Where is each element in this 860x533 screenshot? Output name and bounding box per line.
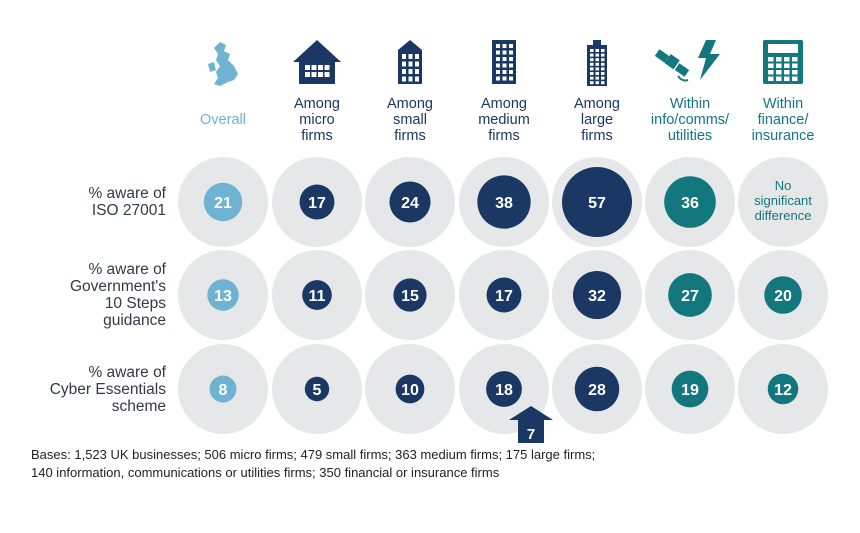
value-bubble xyxy=(203,182,243,222)
value-bubble xyxy=(207,279,239,311)
value-bubble xyxy=(486,371,522,407)
medium-building-icon xyxy=(492,40,516,84)
value-label: 21 xyxy=(214,195,232,212)
satellite-lightning-icon xyxy=(654,40,720,82)
value-label: 11 xyxy=(309,288,326,305)
calculator-icon xyxy=(763,40,803,84)
value-label: 24 xyxy=(401,195,419,212)
bg-circle xyxy=(738,157,828,247)
value-label: 36 xyxy=(681,195,699,212)
column-label: Among micro firms xyxy=(294,96,340,144)
value-bubble xyxy=(671,370,709,408)
no-difference-label: No significant difference xyxy=(754,178,812,223)
column-label: Overall xyxy=(200,112,246,128)
value-bubble xyxy=(389,181,431,223)
row-label: % aware of ISO 27001 xyxy=(88,185,166,219)
value-bubble xyxy=(664,176,716,228)
value-bubble xyxy=(395,374,425,404)
column-label: Among medium firms xyxy=(478,96,530,144)
value-label: 28 xyxy=(588,382,606,399)
annotation-label: 7 xyxy=(527,426,535,443)
column-label: Among small firms xyxy=(387,96,433,144)
value-bubble xyxy=(767,373,799,405)
value-bubble xyxy=(304,376,330,402)
column-label: Among large firms xyxy=(574,96,620,144)
value-bubble xyxy=(477,175,531,229)
value-label: 12 xyxy=(774,382,792,399)
value-label: 15 xyxy=(401,288,419,305)
row-label: % aware of Government's 10 Steps guidanc… xyxy=(70,261,166,329)
small-building-icon xyxy=(398,40,422,84)
column-label: Within info/comms/ utilities xyxy=(650,96,730,144)
value-bubble xyxy=(302,280,332,310)
value-label: 32 xyxy=(588,288,606,305)
value-label: 5 xyxy=(313,382,322,399)
value-label: 13 xyxy=(214,288,232,305)
value-label: 10 xyxy=(401,382,419,399)
row-label: % aware of Cyber Essentials scheme xyxy=(49,364,166,415)
value-label: 20 xyxy=(774,288,792,305)
value-label: 17 xyxy=(495,288,513,305)
column-label: Within finance/ insurance xyxy=(751,96,815,144)
large-building-icon xyxy=(587,40,607,86)
value-bubble xyxy=(299,184,335,220)
annotation-arrow: 7 xyxy=(509,406,553,443)
value-bubble xyxy=(486,277,522,313)
bases-note: Bases: 1,523 UK businesses; 506 micro fi… xyxy=(31,447,596,480)
value-label: 57 xyxy=(588,195,606,212)
value-label: 19 xyxy=(681,382,699,399)
value-bubble xyxy=(393,278,427,312)
value-label: 27 xyxy=(681,288,699,305)
value-bubble xyxy=(668,273,712,317)
value-bubble xyxy=(764,276,802,314)
uk-map-icon xyxy=(208,42,238,86)
small-house-icon xyxy=(293,40,341,84)
value-label: 38 xyxy=(495,195,513,212)
value-label: 18 xyxy=(495,382,513,399)
value-bubble xyxy=(209,375,237,403)
value-label: 8 xyxy=(219,382,228,399)
value-bubble xyxy=(572,270,622,320)
value-bubble xyxy=(562,167,632,237)
value-bubble xyxy=(574,366,620,412)
value-label: 17 xyxy=(308,195,326,212)
